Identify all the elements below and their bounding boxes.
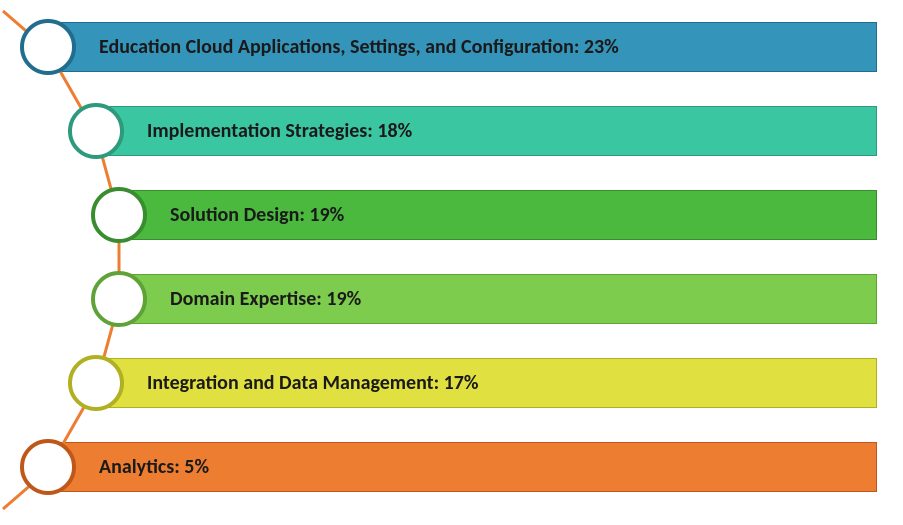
category-bar: Education Cloud Applications, Settings, … [54, 22, 877, 72]
category-circle [20, 19, 76, 75]
category-bar: Analytics: 5% [54, 442, 877, 492]
category-bar: Integration and Data Management: 17% [102, 358, 877, 408]
category-circle [68, 103, 124, 159]
category-circle [20, 439, 76, 495]
category-bar: Solution Design: 19% [125, 190, 877, 240]
category-label: Domain Expertise: 19% [170, 287, 361, 311]
category-circle [91, 187, 147, 243]
category-label: Implementation Strategies: 18% [147, 119, 412, 143]
category-label: Integration and Data Management: 17% [147, 371, 478, 395]
category-label: Solution Design: 19% [170, 203, 344, 227]
category-circle [68, 355, 124, 411]
category-label: Analytics: 5% [99, 455, 209, 479]
category-circle [91, 271, 147, 327]
category-bar: Domain Expertise: 19% [125, 274, 877, 324]
category-bar: Implementation Strategies: 18% [102, 106, 877, 156]
category-label: Education Cloud Applications, Settings, … [99, 35, 619, 59]
infographic-container: Education Cloud Applications, Settings, … [0, 0, 903, 525]
